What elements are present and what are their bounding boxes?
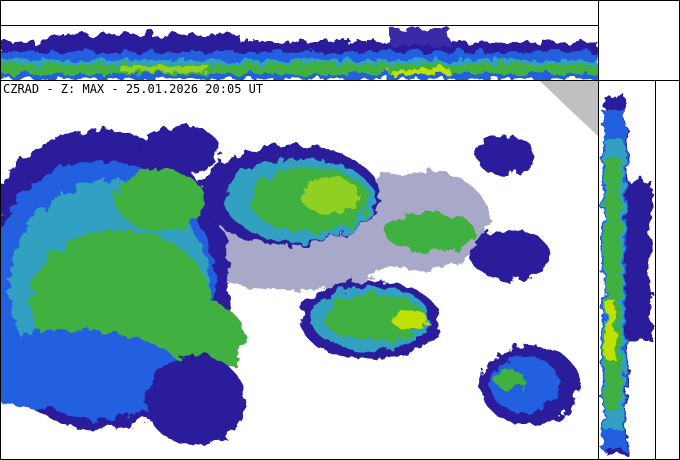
radar-map <box>0 81 598 445</box>
precipitation <box>0 125 580 445</box>
top-projection <box>0 28 598 79</box>
title: CZRAD - Z: MAX - 25.01.2026 20:05 UT <box>3 82 263 96</box>
out-of-range <box>540 81 598 136</box>
side-projection <box>602 96 651 454</box>
